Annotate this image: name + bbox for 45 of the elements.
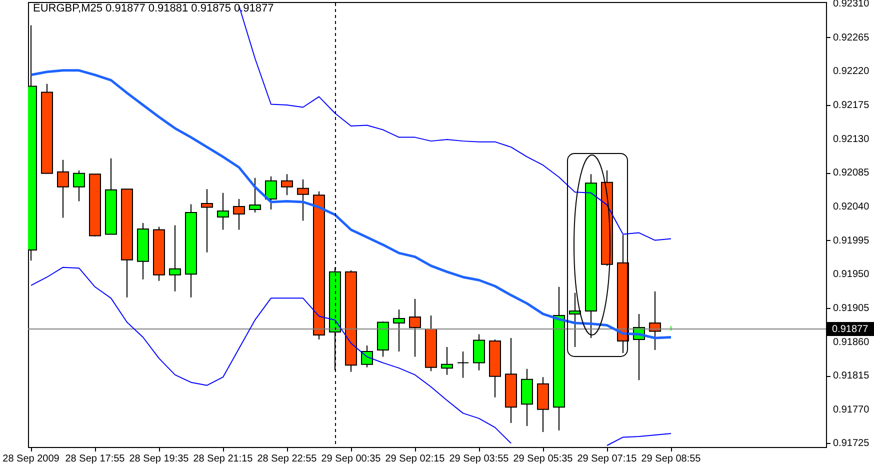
candlestick (201, 188, 213, 253)
y-tick-label: 0.91860 (833, 336, 870, 348)
x-tick-label: 28 Sep 2009 (2, 454, 60, 464)
ref-line-label: 0.91877 (832, 324, 869, 335)
y-tick-label: 0.91725 (833, 438, 870, 450)
candlestick (57, 159, 69, 218)
candlestick (217, 192, 229, 230)
candlestick (393, 308, 405, 352)
candlestick (297, 178, 309, 222)
y-tick-label: 0.92130 (833, 134, 870, 145)
candlestick (569, 292, 581, 348)
y-tick-label: 0.91950 (833, 269, 870, 280)
candlestick (329, 266, 341, 371)
line-series (30, 69, 672, 340)
y-tick-label: 0.92265 (833, 32, 870, 44)
x-tick-label: 29 Sep 07:15 (577, 454, 638, 464)
y-tick-label: 0.91995 (833, 235, 870, 246)
candlestick (473, 334, 485, 371)
y-tick-label: 0.92175 (833, 100, 870, 111)
candlestick (441, 346, 453, 376)
candlestick (265, 176, 277, 210)
x-tick-label: 28 Sep 17:55 (65, 454, 126, 464)
x-tick-label: 29 Sep 05:35 (513, 454, 574, 464)
x-tick-label: 28 Sep 22:55 (257, 454, 318, 464)
y-tick-label: 0.91770 (833, 404, 870, 416)
x-tick-label: 28 Sep 19:35 (129, 454, 190, 464)
y-tick-label: 0.91905 (833, 302, 870, 314)
candlestick (169, 224, 181, 292)
y-tick-label: 0.92310 (833, 0, 870, 10)
x-tick-label: 29 Sep 08:55 (641, 454, 702, 464)
candlestick (409, 298, 421, 358)
x-tick-label: 28 Sep 21:15 (193, 454, 254, 464)
y-tick-label: 0.92085 (833, 168, 870, 179)
candlestick (249, 177, 261, 213)
y-tick-label: 0.92220 (833, 66, 870, 78)
candlestick (73, 170, 85, 202)
x-tick-label: 29 Sep 00:35 (321, 454, 382, 464)
candlestick (457, 351, 469, 378)
candlestick (361, 345, 373, 368)
x-tick-label: 29 Sep 02:15 (385, 454, 446, 464)
y-tick-label: 0.91815 (833, 370, 870, 382)
candlestick (233, 198, 245, 230)
x-tick-label: 29 Sep 03:55 (449, 454, 510, 464)
candlestick (281, 174, 293, 196)
y-tick-label: 0.92040 (833, 201, 870, 212)
